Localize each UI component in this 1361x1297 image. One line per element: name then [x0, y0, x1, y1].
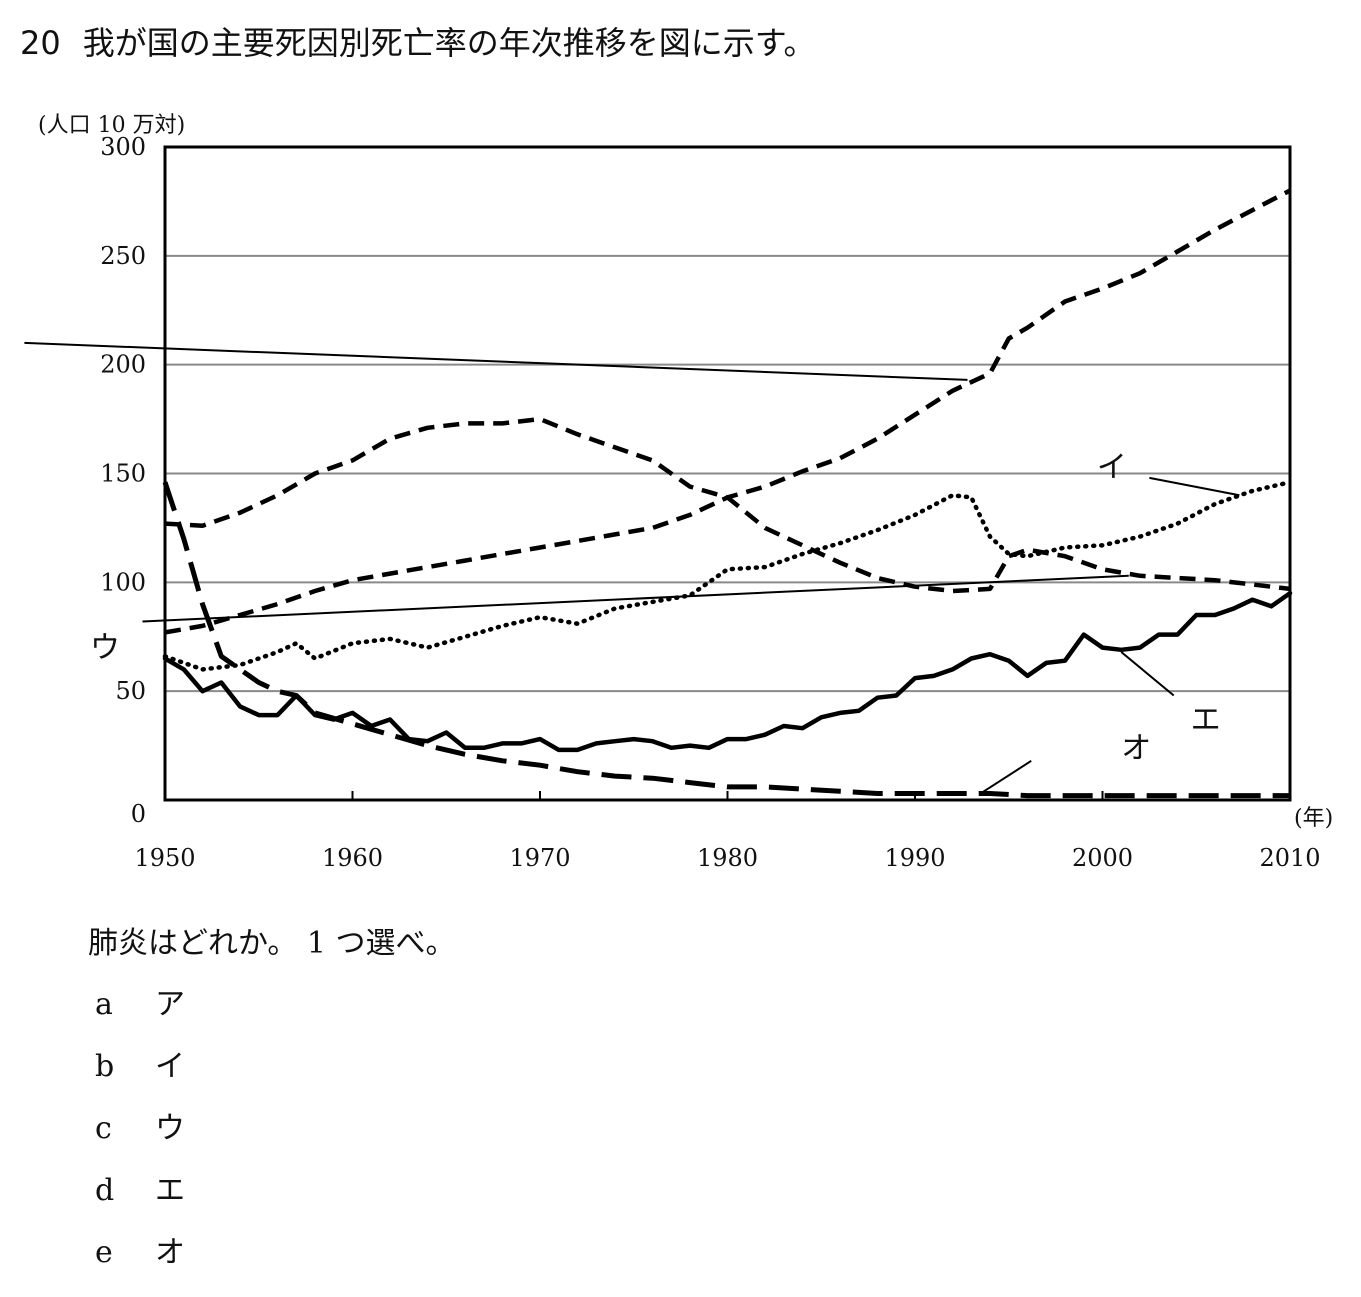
y-axis-label: (人口 10 万対): [38, 113, 185, 138]
choice-label: オ: [155, 1235, 185, 1270]
x-axis-ticks: 1950 1960 1970 1980 1990 2000 2010: [134, 791, 1321, 872]
choice-letter: d: [95, 1173, 115, 1208]
leader-line: [1120, 651, 1175, 697]
gridlines: [165, 254, 1290, 693]
y-tick-label: 50: [115, 677, 146, 705]
x-tick-label: 1960: [322, 844, 383, 872]
choice-label: ウ: [155, 1111, 185, 1146]
series-line-3: [162, 590, 1293, 753]
x-axis-label: (年): [1294, 806, 1333, 831]
series-label: ウ: [90, 631, 120, 666]
y-tick-label: 200: [100, 351, 146, 379]
leader-line: [24, 341, 968, 381]
choice-letter: b: [95, 1049, 115, 1084]
series-label: ア: [0, 315, 2, 350]
series-label: オ: [1121, 731, 1151, 766]
choice-label: イ: [155, 1049, 185, 1084]
series-label: イ: [1097, 450, 1127, 485]
question-number: 20: [20, 24, 61, 62]
series-line-4: [162, 481, 1290, 799]
series-line-2: [164, 416, 1291, 594]
question-prompt: 肺炎はどれか。 1 つ選べ。: [88, 926, 456, 961]
death-rate-line-chart: 1950 1960 1970 1980 1990 2000 2010 0 50 100 150 20…: [0, 113, 1333, 872]
x-tick-label: 2010: [1259, 844, 1320, 872]
y-tick-label: 250: [100, 242, 146, 270]
leader-line: [980, 759, 1032, 795]
label-leader-lines: アイウエオ: [0, 315, 1240, 795]
series-lines: [162, 188, 1293, 799]
choice-label: エ: [155, 1173, 185, 1208]
leader-line: [1149, 476, 1240, 497]
choice-letter: c: [95, 1111, 112, 1146]
question-title: 20 我が国の主要死因別死亡率の年次推移を図に示す。: [20, 18, 816, 64]
series-line-1: [162, 479, 1293, 672]
x-tick-label: 1950: [134, 844, 195, 872]
y-tick-label: 0: [131, 800, 146, 828]
y-axis-ticks: 0 50 100 150 200 250 300: [100, 133, 146, 828]
y-tick-label: 150: [100, 460, 146, 488]
x-tick-label: 1980: [697, 844, 758, 872]
x-tick-label: 1970: [509, 844, 570, 872]
y-tick-label: 300: [100, 133, 146, 161]
series-line-0: [164, 188, 1292, 635]
y-tick-label: 100: [100, 568, 146, 596]
x-tick-label: 1990: [884, 844, 945, 872]
choice-label: ア: [155, 987, 185, 1022]
series-label: エ: [1191, 702, 1221, 737]
choice-letter: a: [95, 987, 113, 1022]
x-tick-label: 2000: [1072, 844, 1133, 872]
question-text: 我が国の主要死因別死亡率の年次推移を図に示す。: [82, 24, 816, 62]
choice-letter: e: [95, 1235, 113, 1270]
leader-line: [142, 574, 1129, 623]
